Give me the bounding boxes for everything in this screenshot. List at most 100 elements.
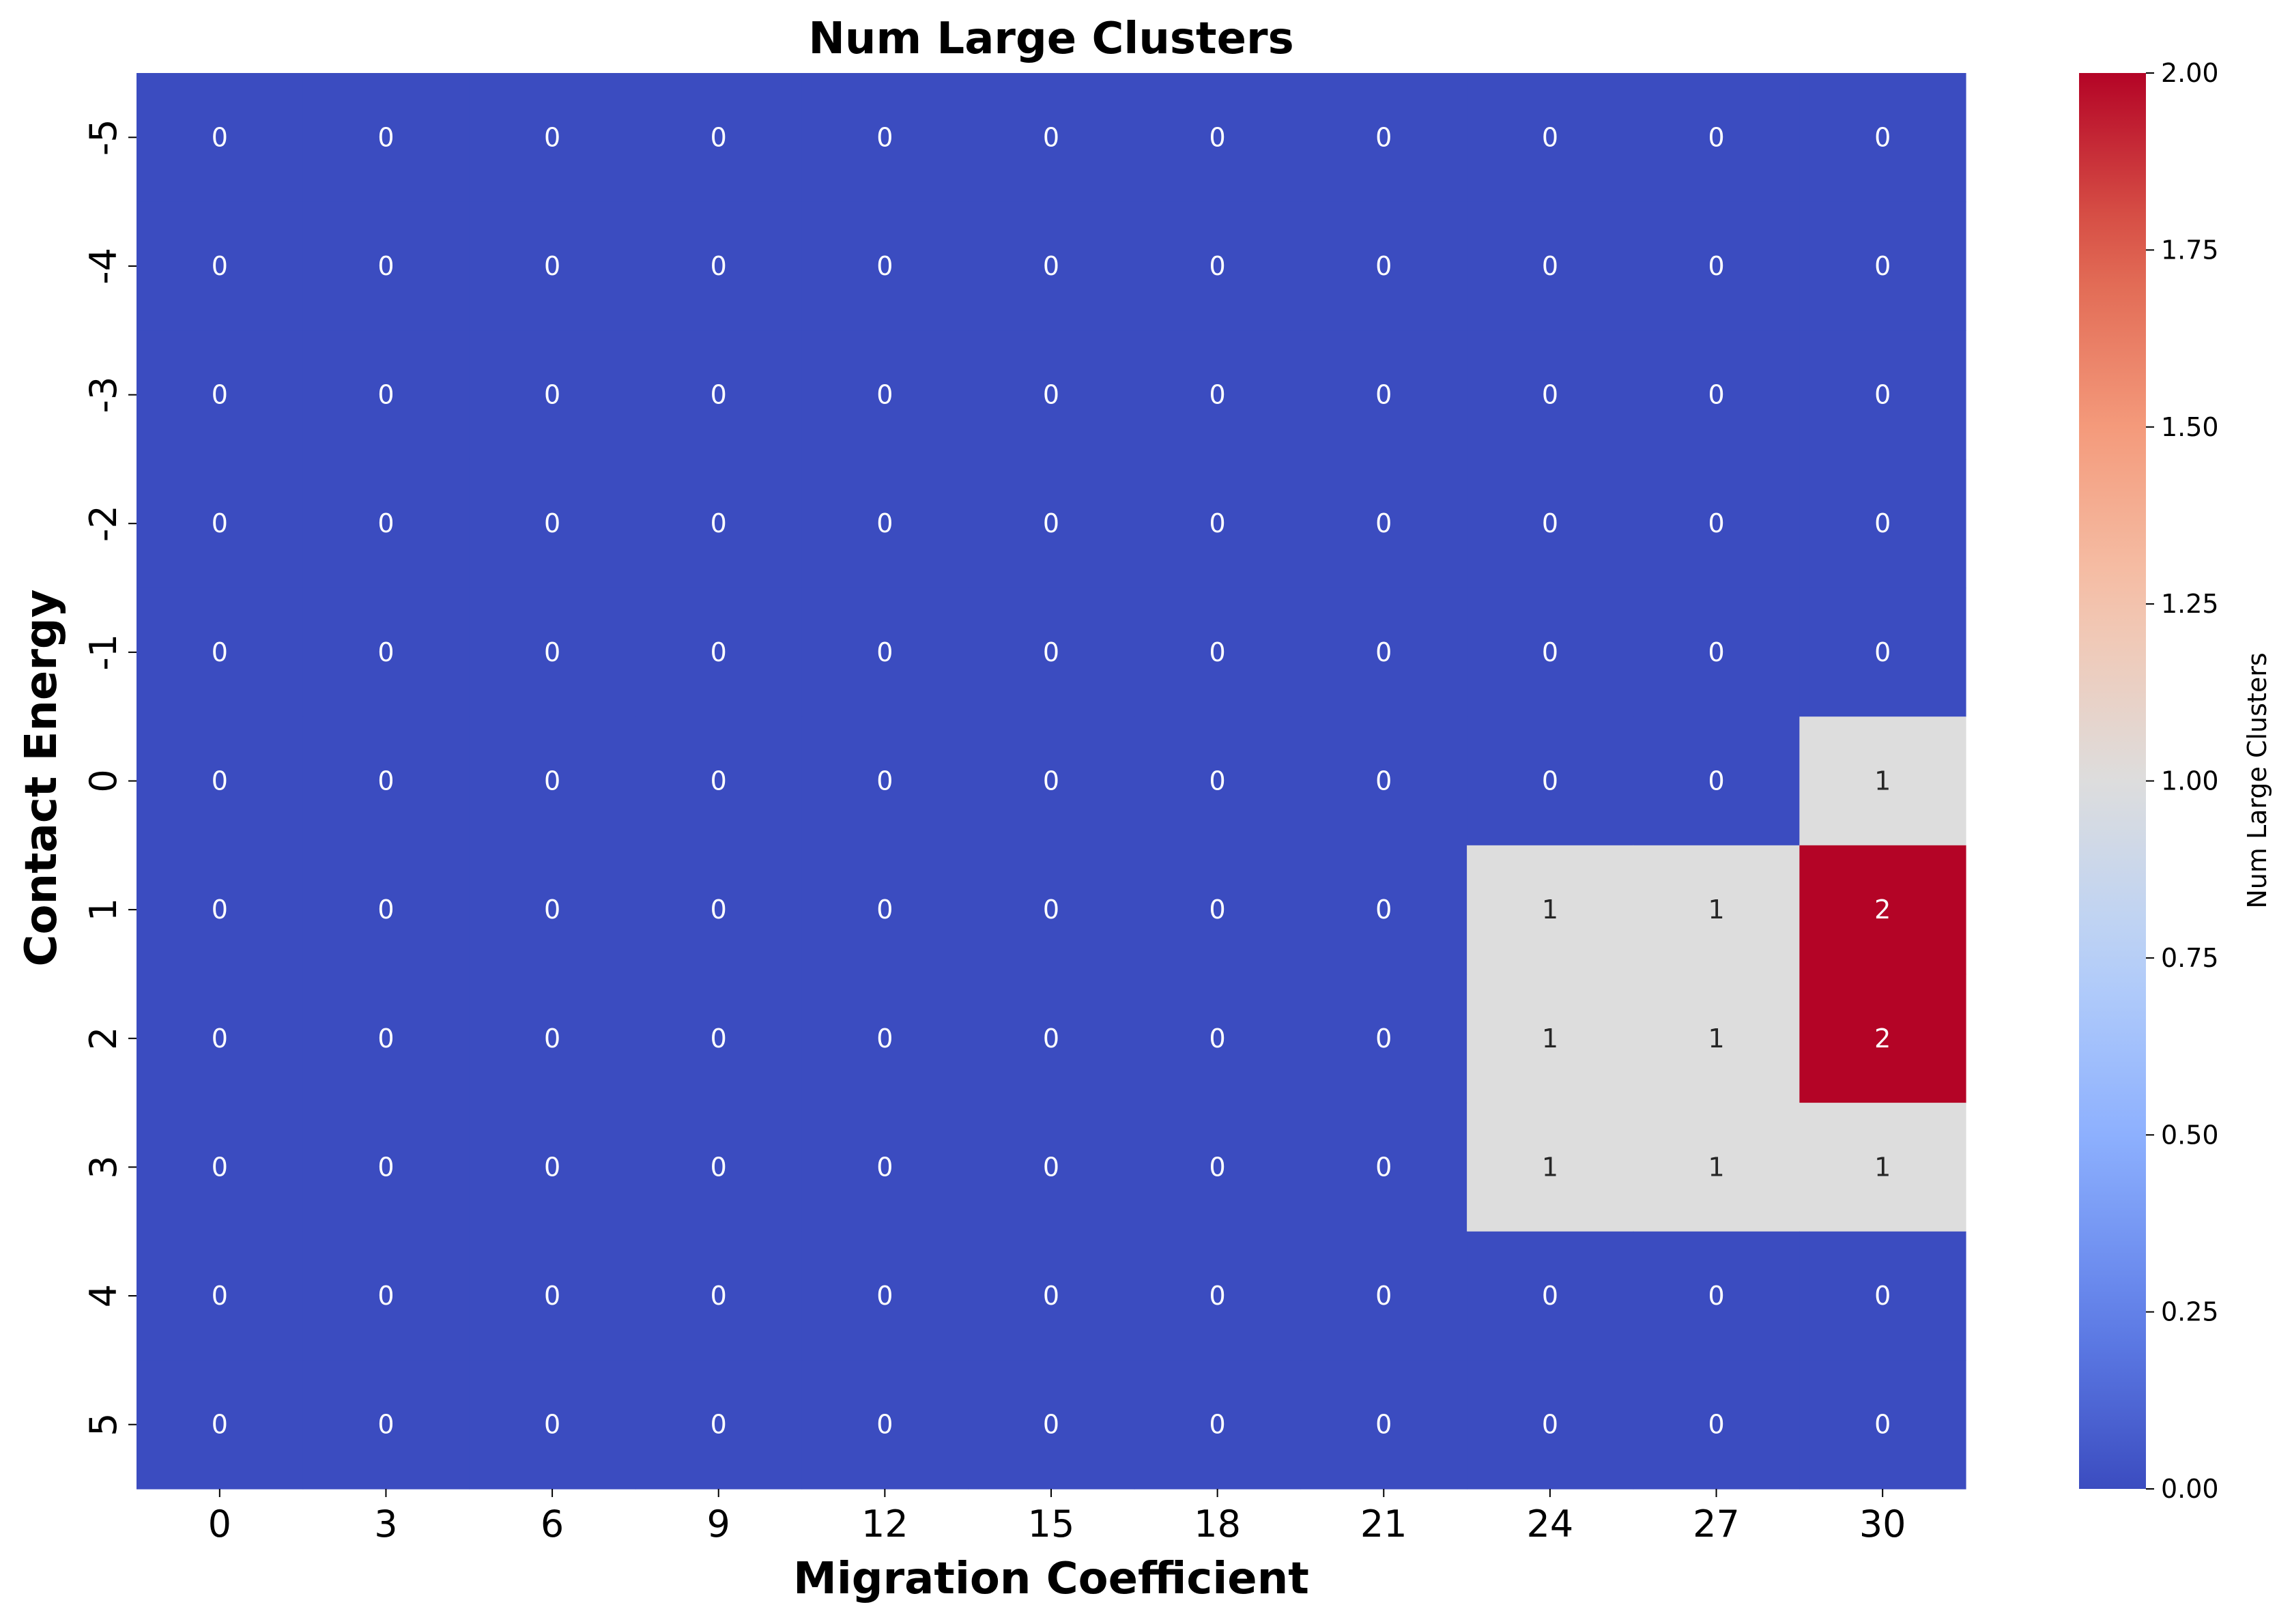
cell-value-label: 0 [212, 122, 228, 152]
cell-value-label: 0 [876, 895, 893, 925]
cell-value-label: 0 [876, 380, 893, 410]
heatmap-cell [801, 974, 969, 1103]
x-tick-label: 27 [1693, 1503, 1740, 1546]
cell-value-label: 0 [212, 1281, 228, 1311]
cell-value-label: 0 [377, 251, 394, 281]
heatmap-cell [1300, 1231, 1467, 1361]
colorbar-tick-label: 0.50 [2161, 1120, 2219, 1150]
heatmap-cell [1134, 201, 1302, 331]
cell-value-label: 0 [876, 637, 893, 667]
cell-value-label: 0 [377, 122, 394, 152]
cell-value-label: 1 [1874, 766, 1891, 796]
cell-value-label: 0 [1375, 1152, 1392, 1182]
heatmap-cell [302, 845, 470, 975]
colorbar: 0.00 0.25 0.50 0.75 1.00 1.25 1.50 1.75 2.00 Num… [2079, 58, 2272, 1504]
cell-value-label: 0 [1043, 766, 1059, 796]
cell-value-label: 0 [711, 895, 727, 925]
heatmap-cell [1134, 1103, 1302, 1232]
heatmap-cell [302, 459, 470, 589]
heatmap-cell [1134, 459, 1302, 589]
heatmap-cell [1799, 1103, 1966, 1232]
cell-value-label: 0 [1874, 637, 1891, 667]
y-tick-label: 4 [82, 1284, 125, 1307]
heatmap-cell [1467, 1103, 1634, 1232]
cell-value-label: 0 [212, 1024, 228, 1054]
y-tick-label: -5 [82, 119, 125, 156]
cell-value-label: 2 [1874, 895, 1891, 925]
cell-value-label: 0 [1708, 1410, 1724, 1440]
heatmap-cell [1300, 845, 1467, 975]
colorbar-tick-label: 1.25 [2161, 589, 2219, 619]
cell-value-label: 0 [377, 1410, 394, 1440]
heatmap-cell [635, 588, 803, 717]
cell-value-label: 2 [1874, 1024, 1891, 1054]
cell-value-label: 0 [544, 1281, 560, 1311]
chart-title: Num Large Clusters [808, 14, 1293, 64]
heatmap-cell [801, 201, 969, 331]
cell-value-label: 0 [1708, 766, 1724, 796]
heatmap-cell [1799, 588, 1966, 717]
heatmap-cell [1300, 588, 1467, 717]
heatmap-cell [1134, 588, 1302, 717]
y-tick-label: -4 [82, 248, 125, 285]
cell-value-label: 1 [1708, 1024, 1724, 1054]
heatmap-cell [801, 73, 969, 203]
heatmap-cell [1467, 459, 1634, 589]
heatmap-cell [635, 1103, 803, 1232]
cell-value-label: 0 [377, 380, 394, 410]
heatmap-cell [801, 1103, 969, 1232]
cell-value-label: 0 [544, 1152, 560, 1182]
cell-value-label: 0 [1375, 122, 1392, 152]
heatmap-cell [469, 1231, 636, 1361]
cell-value-label: 0 [1375, 251, 1392, 281]
x-tick-label: 6 [541, 1503, 564, 1546]
heatmap-cell [1799, 73, 1966, 203]
cell-value-label: 0 [1043, 251, 1059, 281]
colorbar-ticks: 0.00 0.25 0.50 0.75 1.00 1.25 1.50 1.75 2.00 [2146, 58, 2219, 1504]
y-tick-label: 2 [82, 1027, 125, 1050]
cell-value-label: 0 [212, 251, 228, 281]
cell-value-label: 0 [1874, 122, 1891, 152]
heatmap-cell [1633, 73, 1800, 203]
heatmap-cell [469, 1360, 636, 1490]
cell-value-label: 0 [711, 251, 727, 281]
cell-value-label: 0 [1043, 122, 1059, 152]
y-tick-label: -1 [82, 634, 125, 671]
cell-value-label: 0 [1209, 1410, 1226, 1440]
heatmap-cell [1134, 716, 1302, 846]
cell-value-label: 1 [1708, 1152, 1724, 1182]
cell-value-label: 0 [212, 895, 228, 925]
cell-value-label: 0 [711, 1024, 727, 1054]
cell-value-label: 0 [1209, 1281, 1226, 1311]
heatmap-cell [137, 459, 304, 589]
cell-value-label: 0 [1375, 766, 1392, 796]
cell-value-label: 0 [1708, 1281, 1724, 1311]
heatmap-cell [968, 845, 1135, 975]
heatmap-cell [968, 201, 1135, 331]
cell-value-label: 0 [377, 508, 394, 538]
y-tick-label: 3 [82, 1155, 125, 1178]
heatmap-cell [469, 1103, 636, 1232]
cell-value-label: 0 [1874, 1281, 1891, 1311]
heatmap-cell [635, 459, 803, 589]
heatmap-cell [1300, 330, 1467, 460]
heatmap-cell [469, 201, 636, 331]
heatmap-cell [1300, 716, 1467, 846]
cell-value-label: 0 [1874, 380, 1891, 410]
heatmap-cell [1467, 201, 1634, 331]
heatmap-cell [1633, 1231, 1800, 1361]
cell-value-label: 0 [1542, 380, 1558, 410]
cell-value-label: 0 [1209, 251, 1226, 281]
heatmap-cell [1633, 1103, 1800, 1232]
heatmap-cell [469, 330, 636, 460]
cell-value-label: 0 [876, 508, 893, 538]
cell-value-label: 0 [1375, 1024, 1392, 1054]
heatmap-cell [1799, 1231, 1966, 1361]
cell-value-label: 0 [876, 1152, 893, 1182]
cell-value-label: 0 [212, 1152, 228, 1182]
x-axis-ticks: 0 3 6 9 12 15 18 21 24 27 30 [208, 1489, 1906, 1546]
heatmap-cell [1799, 845, 1966, 975]
heatmap-cell [1633, 974, 1800, 1103]
heatmap-cell [1134, 845, 1302, 975]
